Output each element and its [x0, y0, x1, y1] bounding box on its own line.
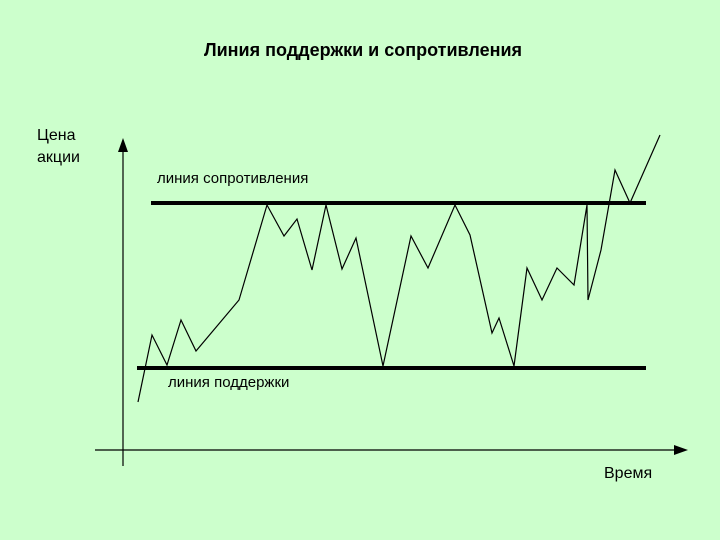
- y-axis-label: Цена: [37, 127, 76, 144]
- support-label: линия поддержки: [168, 374, 289, 391]
- title: Линия поддержки и сопротивления: [204, 40, 522, 60]
- y-axis-arrow: [118, 138, 128, 152]
- x-axis-label: Время: [604, 465, 652, 482]
- y-axis-label: акции: [37, 149, 80, 166]
- resistance-label: линия сопротивления: [157, 170, 308, 187]
- price-line: [137, 134, 661, 403]
- x-axis-arrow: [674, 445, 688, 455]
